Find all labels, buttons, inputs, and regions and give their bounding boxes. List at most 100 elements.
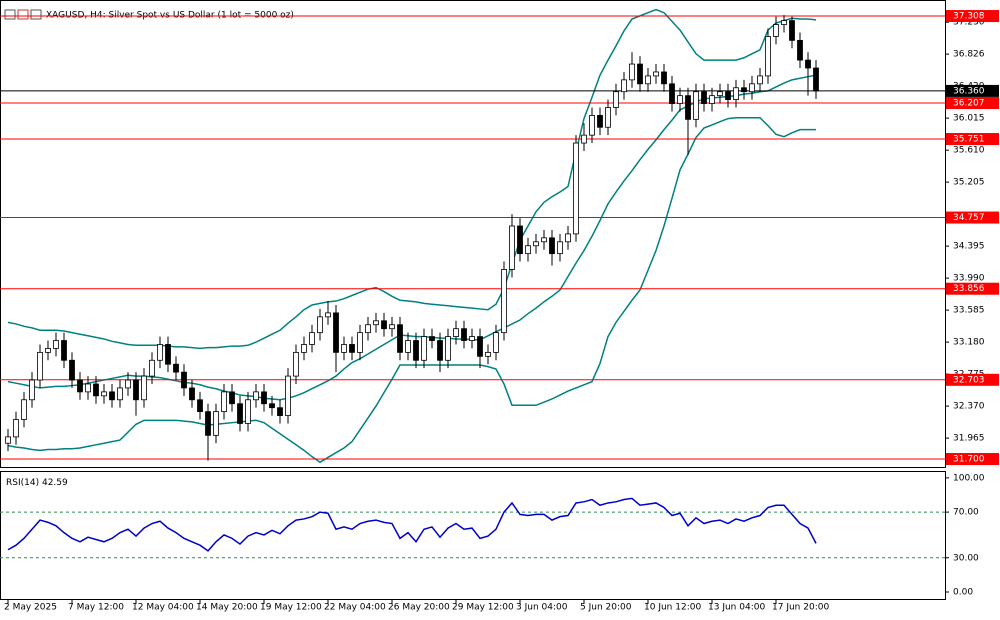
candle-body bbox=[757, 75, 763, 85]
candle-body bbox=[333, 312, 339, 353]
candle-body bbox=[229, 391, 235, 405]
candle-body bbox=[805, 59, 811, 69]
rsi-caption: RSI(14) 42.59 bbox=[6, 478, 68, 488]
candle-body bbox=[117, 387, 123, 401]
candle-body bbox=[93, 383, 99, 397]
y-tick-label: 32.370 bbox=[953, 402, 985, 412]
level-label: 34.757 bbox=[953, 213, 985, 223]
candle-body bbox=[405, 340, 411, 353]
candle-body bbox=[213, 411, 219, 436]
candle-body bbox=[725, 91, 731, 101]
candle-body bbox=[525, 245, 531, 255]
y-tick-label: 33.180 bbox=[953, 338, 985, 348]
x-tick-label: 17 Jun 20:00 bbox=[772, 603, 829, 613]
level-label-box bbox=[946, 373, 999, 386]
candle-body bbox=[325, 312, 331, 318]
candle-body bbox=[77, 379, 83, 393]
level-label: 35.751 bbox=[953, 135, 985, 145]
candle-body bbox=[573, 142, 579, 235]
candle-body bbox=[717, 91, 723, 97]
candle-body bbox=[581, 134, 587, 144]
level-label: 31.700 bbox=[953, 455, 985, 465]
candle-body bbox=[653, 71, 659, 77]
candle-body bbox=[477, 336, 483, 357]
level-label-box bbox=[946, 133, 999, 146]
icon bbox=[17, 9, 29, 20]
x-tick-label: 5 Jun 20:00 bbox=[580, 603, 632, 613]
candle-body bbox=[557, 241, 563, 255]
x-tick-label: 2 May 2025 bbox=[4, 603, 57, 613]
level-label: 33.856 bbox=[953, 284, 985, 294]
rsi-tick-label: 70.00 bbox=[953, 508, 979, 518]
candle-body bbox=[381, 320, 387, 330]
x-tick-label: 19 May 12:00 bbox=[260, 603, 322, 613]
candle-body bbox=[733, 87, 739, 101]
candle-body bbox=[677, 95, 683, 104]
level-label-box bbox=[946, 282, 999, 295]
candle-body bbox=[205, 411, 211, 436]
candle-body bbox=[181, 371, 187, 389]
y-tick-label: 35.610 bbox=[953, 146, 985, 156]
candle-body bbox=[269, 403, 275, 409]
x-tick-label: 10 Jun 12:00 bbox=[644, 603, 701, 613]
candle-body bbox=[445, 336, 451, 361]
candle-body bbox=[429, 336, 435, 341]
candle-body bbox=[5, 436, 11, 444]
icon bbox=[30, 9, 42, 20]
candle-body bbox=[165, 344, 171, 365]
candle-body bbox=[29, 379, 35, 401]
candle-body bbox=[349, 344, 355, 353]
candle-body bbox=[61, 340, 67, 361]
y-tick-label: 36.015 bbox=[953, 114, 985, 124]
candle-body bbox=[45, 348, 51, 353]
candle-body bbox=[13, 419, 19, 438]
candle-body bbox=[317, 316, 323, 334]
candle-body bbox=[453, 328, 459, 337]
rsi-tick-label: 30.00 bbox=[953, 553, 979, 563]
candle-body bbox=[125, 379, 131, 389]
x-tick-label: 3 Jun 04:00 bbox=[516, 603, 568, 613]
candle-body bbox=[645, 75, 651, 85]
candle-body bbox=[597, 115, 603, 128]
level-label-box bbox=[946, 211, 999, 224]
candle-body bbox=[357, 332, 363, 353]
y-tick-label: 36.826 bbox=[953, 50, 985, 60]
x-tick-label: 26 May 20:00 bbox=[388, 603, 450, 613]
x-tick-label: 7 May 12:00 bbox=[68, 603, 124, 613]
candle-body bbox=[501, 269, 507, 334]
x-tick-label: 14 May 20:00 bbox=[196, 603, 258, 613]
y-tick-label: 33.990 bbox=[953, 274, 985, 284]
candle-body bbox=[493, 332, 499, 353]
candle-body bbox=[549, 237, 555, 255]
last-price-label: 36.360 bbox=[953, 86, 985, 96]
level-label-box bbox=[946, 453, 999, 466]
candle-body bbox=[261, 391, 267, 405]
candle-body bbox=[517, 225, 523, 255]
level-label: 36.207 bbox=[953, 99, 985, 109]
y-tick-label: 31.965 bbox=[953, 434, 985, 444]
candle-body bbox=[253, 391, 259, 401]
candle-body bbox=[197, 399, 203, 413]
candle-body bbox=[469, 336, 475, 341]
candle-body bbox=[397, 324, 403, 353]
level-label-box bbox=[946, 97, 999, 110]
candle-body bbox=[237, 403, 243, 424]
candle-body bbox=[685, 95, 691, 120]
last-price-box bbox=[946, 84, 999, 97]
candle-body bbox=[813, 67, 819, 92]
candle-body bbox=[421, 336, 427, 361]
candle-body bbox=[669, 83, 675, 104]
rsi-panel bbox=[0, 471, 946, 600]
candle-body bbox=[693, 91, 699, 120]
candle-body bbox=[173, 363, 179, 373]
candle-body bbox=[709, 95, 715, 104]
x-tick-label: 13 Jun 04:00 bbox=[708, 603, 765, 613]
toolbar-icons bbox=[4, 9, 42, 20]
candle-body bbox=[389, 324, 395, 330]
y-tick-label: 34.395 bbox=[953, 242, 985, 252]
candle-body bbox=[157, 344, 163, 361]
candle-body bbox=[141, 375, 147, 401]
